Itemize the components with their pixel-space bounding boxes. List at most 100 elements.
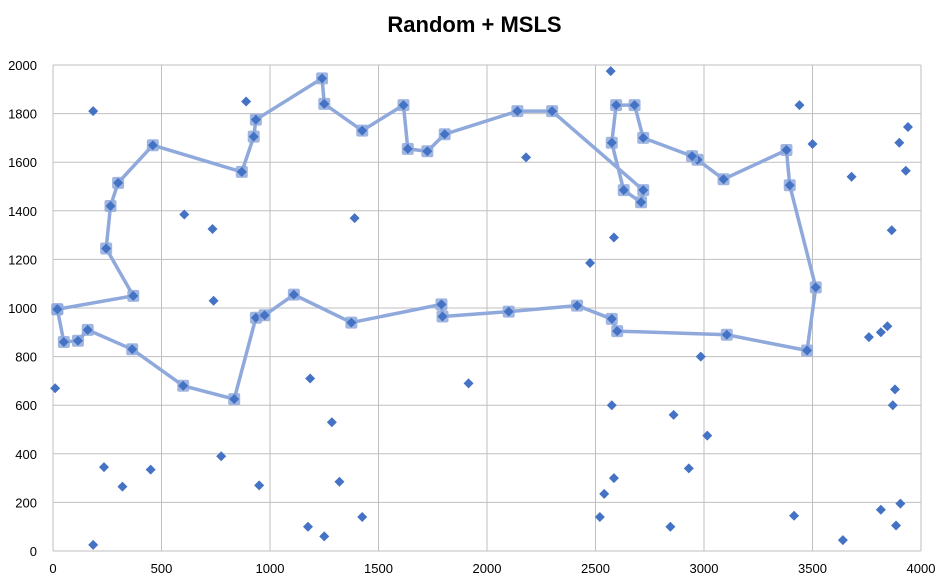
route-vertex-point xyxy=(113,177,124,188)
route-vertex-point xyxy=(547,106,558,117)
route-vertex-point xyxy=(288,289,299,300)
route-vertex-point xyxy=(250,114,261,125)
data-point xyxy=(585,258,596,269)
point-series xyxy=(50,66,913,550)
data-point xyxy=(145,464,156,475)
data-point xyxy=(349,213,360,224)
route-vertex-point xyxy=(802,345,813,356)
route-vertex-point xyxy=(422,146,433,157)
data-point xyxy=(846,171,857,182)
route-vertex-point xyxy=(127,344,138,355)
route-vertex-point xyxy=(236,166,247,177)
data-point xyxy=(326,417,337,428)
y-tick-label: 0 xyxy=(30,544,37,559)
route-vertex-point xyxy=(105,200,116,211)
x-axis-ticks: 0 500 1000 1500 2000 2500 3000 3500 4000 xyxy=(49,561,935,576)
route-vertex-point xyxy=(606,313,617,324)
route-vertex-point xyxy=(629,100,640,111)
chart-title: Random + MSLS xyxy=(387,12,562,37)
route-vertex-point xyxy=(638,185,649,196)
data-point xyxy=(117,481,128,492)
y-axis-ticks: 0 200 400 600 800 1000 1200 1400 1600 1800 2000 xyxy=(8,58,37,559)
x-tick-label: 1000 xyxy=(256,561,285,576)
route-vertex-point xyxy=(810,282,821,293)
data-point xyxy=(886,225,897,236)
data-point xyxy=(594,511,605,522)
route-vertex-point xyxy=(147,140,158,151)
x-tick-label: 0 xyxy=(49,561,56,576)
data-point xyxy=(889,384,900,395)
route-vertex-point xyxy=(606,137,617,148)
route-vertex-point xyxy=(612,326,623,337)
y-tick-label: 600 xyxy=(15,398,37,413)
data-point xyxy=(895,498,906,509)
data-point xyxy=(794,100,805,111)
route-vertex-point xyxy=(638,132,649,143)
data-point xyxy=(882,321,893,332)
route-vertex-point xyxy=(687,151,698,162)
route-vertex-point xyxy=(437,311,448,322)
data-point xyxy=(608,232,619,243)
route-series xyxy=(51,72,822,406)
route-vertex-point xyxy=(229,394,240,405)
x-tick-label: 3500 xyxy=(798,561,827,576)
route-vertex-point xyxy=(248,131,259,142)
route-vertex-point xyxy=(317,73,328,84)
x-tick-label: 4000 xyxy=(907,561,936,576)
route-vertex-point xyxy=(346,317,357,328)
route-vertex-point xyxy=(357,125,368,136)
data-point xyxy=(98,462,109,473)
route-vertex-point xyxy=(72,335,83,346)
data-point xyxy=(463,378,474,389)
data-point xyxy=(302,521,313,532)
y-tick-label: 1000 xyxy=(8,301,37,316)
data-point xyxy=(891,520,902,531)
y-tick-label: 400 xyxy=(15,447,37,462)
data-point xyxy=(305,373,316,384)
data-point xyxy=(357,511,368,522)
data-point xyxy=(208,295,219,306)
route-vertex-point xyxy=(636,197,647,208)
data-point xyxy=(887,400,898,411)
y-tick-label: 800 xyxy=(15,350,37,365)
data-point xyxy=(837,535,848,546)
data-point xyxy=(807,138,818,149)
route-vertex-point xyxy=(572,300,583,311)
data-point xyxy=(789,510,800,521)
data-point xyxy=(875,504,886,515)
data-point xyxy=(319,531,330,542)
data-point xyxy=(665,521,676,532)
x-tick-label: 500 xyxy=(151,561,173,576)
y-tick-label: 2000 xyxy=(8,58,37,73)
route-vertex-point xyxy=(781,145,792,156)
data-point xyxy=(702,430,713,441)
route-vertex-point xyxy=(52,304,63,315)
data-point xyxy=(254,480,265,491)
data-point xyxy=(207,224,218,235)
y-tick-label: 1400 xyxy=(8,204,37,219)
data-point xyxy=(875,327,886,338)
route-vertex-point xyxy=(398,100,409,111)
route-vertex-point xyxy=(784,180,795,191)
route-vertex-point xyxy=(101,243,112,254)
route-vertex-point xyxy=(439,129,450,140)
x-tick-label: 2500 xyxy=(581,561,610,576)
data-point xyxy=(606,400,617,411)
y-tick-label: 1200 xyxy=(8,252,37,267)
y-tick-label: 200 xyxy=(15,495,37,510)
data-point xyxy=(88,539,99,550)
x-tick-label: 1500 xyxy=(364,561,393,576)
route-vertex-point xyxy=(319,98,330,109)
route-vertex-point xyxy=(503,306,514,317)
route-vertex-point xyxy=(82,324,93,335)
route-vertex-point xyxy=(250,312,261,323)
data-point xyxy=(668,409,679,420)
data-point xyxy=(179,209,190,220)
route-line xyxy=(55,76,818,401)
route-vertex-point xyxy=(259,310,270,321)
data-point xyxy=(599,488,610,499)
data-point xyxy=(88,106,99,117)
route-vertex-point xyxy=(512,106,523,117)
data-point xyxy=(902,121,913,132)
